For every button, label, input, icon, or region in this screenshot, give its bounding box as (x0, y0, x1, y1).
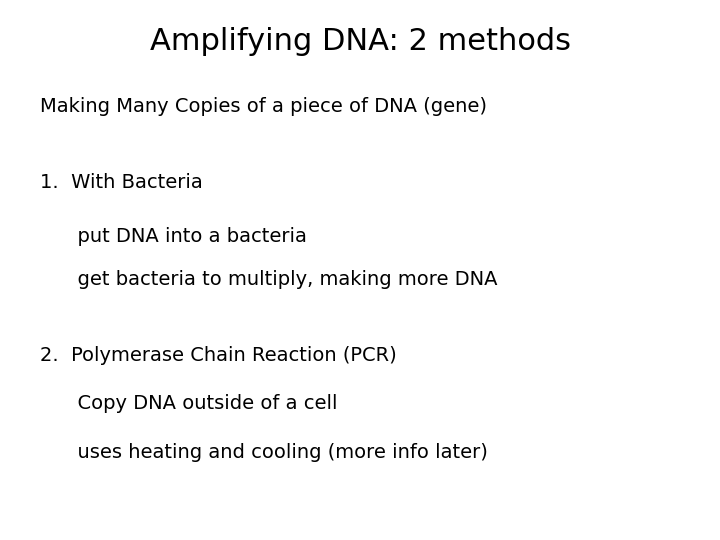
Text: Copy DNA outside of a cell: Copy DNA outside of a cell (40, 394, 337, 413)
Text: put DNA into a bacteria: put DNA into a bacteria (40, 227, 307, 246)
Text: uses heating and cooling (more info later): uses heating and cooling (more info late… (40, 443, 487, 462)
Text: 2.  Polymerase Chain Reaction (PCR): 2. Polymerase Chain Reaction (PCR) (40, 346, 396, 365)
Text: Amplifying DNA: 2 methods: Amplifying DNA: 2 methods (150, 27, 570, 56)
Text: Making Many Copies of a piece of DNA (gene): Making Many Copies of a piece of DNA (ge… (40, 97, 487, 116)
Text: get bacteria to multiply, making more DNA: get bacteria to multiply, making more DN… (40, 270, 497, 289)
Text: 1.  With Bacteria: 1. With Bacteria (40, 173, 202, 192)
